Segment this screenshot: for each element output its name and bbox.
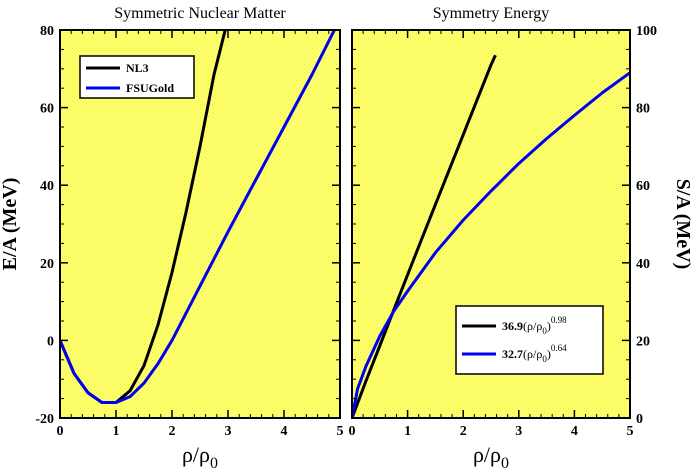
chart-title: Symmetry Energy <box>433 5 550 22</box>
x-tick-label: 0 <box>57 424 64 439</box>
y-tick-label: 100 <box>636 24 657 39</box>
series-line-2 <box>352 71 630 418</box>
legend-label: NL3 <box>126 61 149 75</box>
legend-box <box>455 305 604 375</box>
y-tick-label: 80 <box>636 102 650 117</box>
legend-box <box>79 55 195 99</box>
x-axis-label-sub: 0 <box>501 455 509 471</box>
x-axis-label-sub: 0 <box>210 455 218 471</box>
y-axis-label: E/A (MeV) <box>0 178 21 271</box>
y-tick-label: 40 <box>40 179 54 194</box>
x-tick-label: 1 <box>113 424 120 439</box>
legend-exp: 0.98 <box>551 315 567 325</box>
x-axis-label-main: ρ/ρ <box>182 442 210 467</box>
legend-label: 36.9(ρ/ρ0)0.98 <box>502 315 567 336</box>
legend-base: (ρ/ρ <box>523 319 542 333</box>
x-tick-label: 2 <box>169 424 176 439</box>
y-tick-label: 0 <box>636 412 643 427</box>
y-tick-label: 40 <box>636 257 650 272</box>
y-tick-label: 0 <box>47 334 54 349</box>
legend-label: 32.7(ρ/ρ0)0.64 <box>502 343 567 364</box>
x-tick-label: 4 <box>571 424 578 439</box>
x-tick-label: 3 <box>515 424 522 439</box>
legend-base: (ρ/ρ <box>523 347 542 361</box>
legend: NL3 FSUGold <box>79 55 195 99</box>
y-tick-label: 20 <box>636 334 650 349</box>
legend-close: ) <box>547 319 551 333</box>
y-tick-label: 60 <box>40 102 54 117</box>
x-tick-label: 5 <box>627 424 634 439</box>
x-tick-label: 5 <box>337 424 344 439</box>
x-tick-label: 4 <box>281 424 288 439</box>
series-line-1 <box>352 54 497 418</box>
x-tick-label: 2 <box>460 424 467 439</box>
legend-exp: 0.64 <box>551 343 567 353</box>
legend-close: ) <box>547 347 551 361</box>
y-tick-label: -20 <box>35 412 54 427</box>
legend-coef: 36.9 <box>502 319 523 333</box>
x-axis-label: ρ/ρ0 <box>473 442 509 471</box>
x-tick-label: 0 <box>349 424 356 439</box>
x-tick-label: 3 <box>225 424 232 439</box>
x-axis-label: ρ/ρ0 <box>182 442 218 471</box>
x-tick-label: 1 <box>404 424 411 439</box>
series-line-2 <box>60 30 336 404</box>
y-tick-label: 20 <box>40 257 54 272</box>
y-axis-label: S/A (MeV) <box>672 179 692 270</box>
legend-sub: 0 <box>542 326 547 336</box>
legend-coef: 32.7 <box>502 347 523 361</box>
y-tick-label: 60 <box>636 179 650 194</box>
legend-sub: 0 <box>542 354 547 364</box>
y-tick-label: 80 <box>40 24 54 39</box>
chart-title: Symmetric Nuclear Matter <box>114 5 286 22</box>
x-axis-label-main: ρ/ρ <box>473 442 501 467</box>
legend-label: FSUGold <box>126 81 174 95</box>
